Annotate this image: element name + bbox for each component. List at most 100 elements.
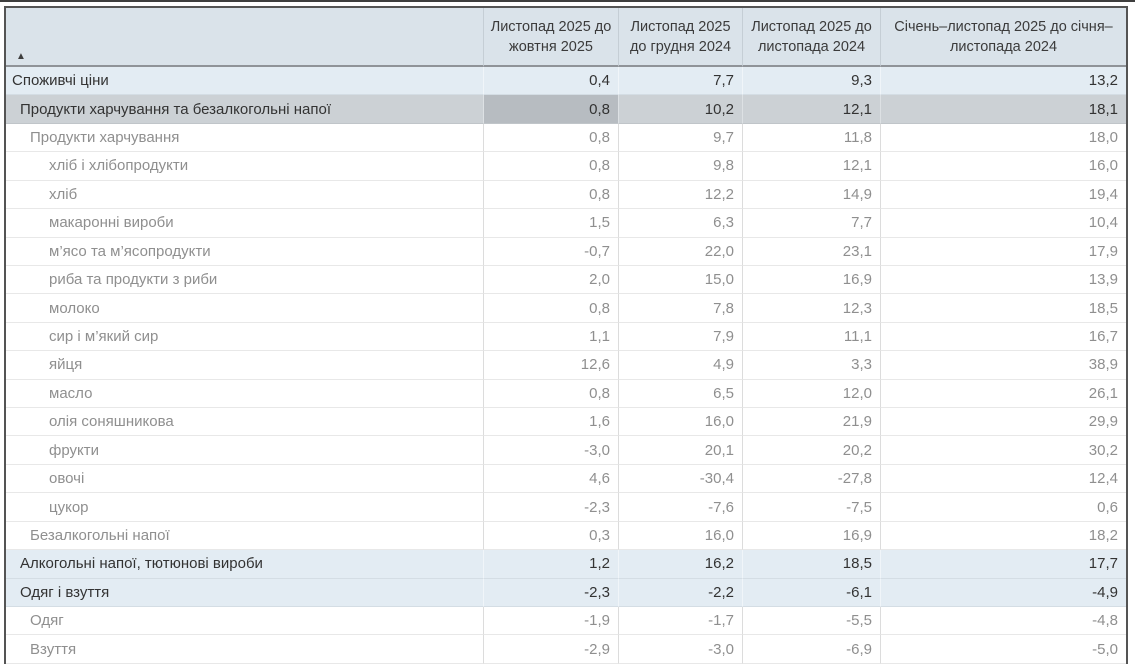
value-cell[interactable]: 4,9 — [618, 351, 742, 380]
value-cell[interactable]: 16,0 — [618, 521, 742, 551]
value-cell[interactable]: -2,2 — [618, 578, 742, 608]
value-cell[interactable]: 26,1 — [880, 379, 1126, 409]
value-cell[interactable]: -2,3 — [483, 493, 618, 522]
value-cell[interactable]: -3,0 — [483, 436, 618, 465]
value-cell[interactable]: -7,6 — [618, 493, 742, 522]
value-cell[interactable]: 16,2 — [618, 550, 742, 579]
value-cell[interactable]: -6,9 — [742, 635, 880, 664]
value-cell[interactable]: 7,7 — [742, 209, 880, 238]
value-cell[interactable]: 22,0 — [618, 237, 742, 266]
value-cell[interactable]: 6,3 — [618, 209, 742, 238]
column-header[interactable]: Січень–листопад 2025 до січня–листопада … — [880, 8, 1126, 67]
value-cell[interactable]: 6,5 — [618, 379, 742, 409]
row-label[interactable]: молоко — [6, 294, 483, 323]
value-cell[interactable]: -2,9 — [483, 635, 618, 664]
value-cell[interactable]: -1,9 — [483, 607, 618, 636]
value-cell[interactable]: 7,9 — [618, 322, 742, 352]
value-cell[interactable]: -4,8 — [880, 607, 1126, 636]
value-cell[interactable]: 13,2 — [880, 67, 1126, 96]
row-label[interactable]: яйця — [6, 351, 483, 380]
value-cell[interactable]: -1,7 — [618, 607, 742, 636]
value-cell[interactable]: -2,3 — [483, 578, 618, 608]
value-cell[interactable]: 0,8 — [483, 95, 618, 124]
value-cell[interactable]: 12,1 — [742, 95, 880, 124]
value-cell[interactable]: 20,1 — [618, 436, 742, 465]
value-cell[interactable]: -3,0 — [618, 635, 742, 664]
value-cell[interactable]: 14,9 — [742, 180, 880, 210]
value-cell[interactable]: 1,1 — [483, 322, 618, 352]
value-cell[interactable]: 9,8 — [618, 152, 742, 181]
row-label[interactable]: Одяг і взуття — [6, 578, 483, 608]
row-label[interactable]: сир і м’який сир — [6, 322, 483, 352]
value-cell[interactable]: -0,7 — [483, 237, 618, 266]
value-cell[interactable]: 12,2 — [618, 180, 742, 210]
row-label[interactable]: масло — [6, 379, 483, 409]
value-cell[interactable]: -7,5 — [742, 493, 880, 522]
value-cell[interactable]: 0,8 — [483, 379, 618, 409]
value-cell[interactable]: 16,0 — [618, 408, 742, 437]
value-cell[interactable]: 11,8 — [742, 123, 880, 153]
value-cell[interactable]: 0,8 — [483, 294, 618, 323]
value-cell[interactable]: 13,9 — [880, 265, 1126, 295]
value-cell[interactable]: 21,9 — [742, 408, 880, 437]
value-cell[interactable]: 11,1 — [742, 322, 880, 352]
value-cell[interactable]: -5,0 — [880, 635, 1126, 664]
row-label[interactable]: овочі — [6, 464, 483, 494]
row-label[interactable]: олія соняшникова — [6, 408, 483, 437]
value-cell[interactable]: 18,0 — [880, 123, 1126, 153]
column-header[interactable]: Листопад 2025 до жовтня 2025 — [483, 8, 618, 67]
row-label[interactable]: Одяг — [6, 607, 483, 636]
column-header[interactable]: Листопад 2025 до листопада 2024 — [742, 8, 880, 67]
value-cell[interactable]: 16,9 — [742, 521, 880, 551]
column-header[interactable]: Листопад 2025 до грудня 2024 — [618, 8, 742, 67]
row-label[interactable]: хліб — [6, 180, 483, 210]
value-cell[interactable]: 1,2 — [483, 550, 618, 579]
row-label[interactable]: цукор — [6, 493, 483, 522]
row-label[interactable]: м’ясо та м’ясопродукти — [6, 237, 483, 266]
value-cell[interactable]: 10,4 — [880, 209, 1126, 238]
value-cell[interactable]: 0,6 — [880, 493, 1126, 522]
value-cell[interactable]: 20,2 — [742, 436, 880, 465]
value-cell[interactable]: 7,7 — [618, 67, 742, 96]
value-cell[interactable]: 0,4 — [483, 67, 618, 96]
value-cell[interactable]: 17,7 — [880, 550, 1126, 579]
row-label[interactable]: Споживчі ціни — [6, 67, 483, 96]
value-cell[interactable]: -30,4 — [618, 464, 742, 494]
row-label[interactable]: Безалкогольні напої — [6, 521, 483, 551]
value-cell[interactable]: -5,5 — [742, 607, 880, 636]
value-cell[interactable]: 16,0 — [880, 152, 1126, 181]
value-cell[interactable]: 18,5 — [742, 550, 880, 579]
value-cell[interactable]: 0,8 — [483, 123, 618, 153]
value-cell[interactable]: -4,9 — [880, 578, 1126, 608]
value-cell[interactable]: 1,5 — [483, 209, 618, 238]
value-cell[interactable]: -27,8 — [742, 464, 880, 494]
value-cell[interactable]: 0,8 — [483, 180, 618, 210]
value-cell[interactable]: 9,7 — [618, 123, 742, 153]
row-label[interactable]: Алкогольні напої, тютюнові вироби — [6, 550, 483, 579]
value-cell[interactable]: 9,3 — [742, 67, 880, 96]
row-label[interactable]: макаронні вироби — [6, 209, 483, 238]
value-cell[interactable]: 10,2 — [618, 95, 742, 124]
value-cell[interactable]: 16,7 — [880, 322, 1126, 352]
value-cell[interactable]: 23,1 — [742, 237, 880, 266]
value-cell[interactable]: 12,4 — [880, 464, 1126, 494]
value-cell[interactable]: 1,6 — [483, 408, 618, 437]
value-cell[interactable]: 16,9 — [742, 265, 880, 295]
value-cell[interactable]: 29,9 — [880, 408, 1126, 437]
value-cell[interactable]: 12,0 — [742, 379, 880, 409]
row-label[interactable]: Продукти харчування — [6, 123, 483, 153]
value-cell[interactable]: -6,1 — [742, 578, 880, 608]
row-label[interactable]: фрукти — [6, 436, 483, 465]
value-cell[interactable]: 2,0 — [483, 265, 618, 295]
value-cell[interactable]: 30,2 — [880, 436, 1126, 465]
value-cell[interactable]: 18,1 — [880, 95, 1126, 124]
value-cell[interactable]: 7,8 — [618, 294, 742, 323]
value-cell[interactable]: 12,6 — [483, 351, 618, 380]
row-label[interactable]: Взуття — [6, 635, 483, 664]
value-cell[interactable]: 0,3 — [483, 521, 618, 551]
value-cell[interactable]: 12,1 — [742, 152, 880, 181]
row-label[interactable]: Продукти харчування та безалкогольні нап… — [6, 95, 483, 124]
value-cell[interactable]: 0,8 — [483, 152, 618, 181]
row-label[interactable]: хліб і хлібопродукти — [6, 152, 483, 181]
value-cell[interactable]: 4,6 — [483, 464, 618, 494]
